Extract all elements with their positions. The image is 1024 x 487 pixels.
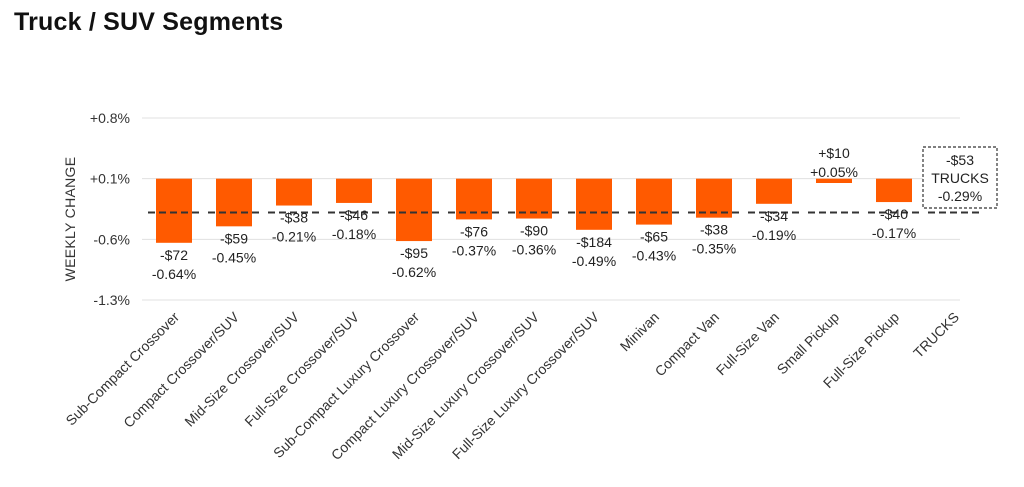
data-label-dollar: -$76: [460, 223, 488, 239]
data-label-dollar: -$59: [220, 230, 248, 246]
bar: [756, 178, 792, 204]
bar: [156, 178, 192, 243]
category-label: Compact Crossover/SUV: [120, 308, 242, 430]
bar: [336, 178, 372, 203]
data-label-dollar: -$95: [400, 245, 428, 261]
data-label-percent: -0.64%: [152, 266, 196, 282]
category-label: Compact Van: [652, 309, 723, 380]
bar: [396, 178, 432, 242]
trucks-summary-box: [922, 146, 998, 209]
data-label-dollar: -$46: [340, 207, 368, 223]
data-label-percent: -0.49%: [572, 253, 616, 269]
data-label-percent: -0.17%: [872, 225, 916, 241]
data-label-percent: -0.43%: [632, 248, 676, 264]
trucks-summary-dollar: -$53: [946, 152, 974, 168]
y-tick-label: -0.6%: [93, 231, 130, 247]
bar: [576, 178, 612, 230]
data-label-dollar: -$72: [160, 247, 188, 263]
y-tick-label: +0.8%: [90, 110, 130, 126]
y-axis-title: WEEKLY CHANGE: [62, 157, 78, 282]
y-axis: +0.8% +0.1% -0.6% -1.3% WEEKLY CHANGE: [62, 110, 130, 308]
data-label-dollar: -$40: [880, 206, 908, 222]
data-labels: -$72 -0.64% -$59 -0.45% -$38 -0.21% -$46 -0.18%…: [152, 145, 916, 282]
bar: [876, 178, 912, 203]
data-label-percent: -0.36%: [512, 242, 556, 258]
data-label-percent: -0.35%: [692, 241, 736, 257]
page-title: Truck / SUV Segments: [14, 8, 284, 36]
data-label-percent: -0.21%: [272, 229, 316, 245]
data-label-percent: -0.19%: [752, 227, 796, 243]
category-label: Minivan: [617, 309, 662, 354]
category-label: Full-Size Van: [713, 309, 782, 378]
data-label-percent: -0.62%: [392, 264, 436, 280]
data-label-percent: -0.45%: [212, 249, 256, 265]
y-tick-label: +0.1%: [90, 171, 130, 187]
category-label: TRUCKS: [910, 309, 962, 361]
trucks-summary-name: TRUCKS: [931, 170, 989, 186]
bar: [276, 178, 312, 206]
data-label-dollar: -$38: [280, 210, 308, 226]
y-tick-label: -1.3%: [93, 292, 130, 308]
data-label-percent: +0.05%: [810, 164, 858, 180]
data-label-percent: -0.18%: [332, 226, 376, 242]
bar: [216, 178, 252, 227]
bar: [816, 178, 852, 183]
data-label-dollar: -$184: [576, 234, 612, 250]
category-label: Sub-Compact Crossover: [62, 309, 182, 429]
data-label-percent: -0.37%: [452, 242, 496, 258]
category-label: Full-Size Crossover/SUV: [241, 308, 362, 429]
data-label-dollar: -$34: [760, 208, 788, 224]
trucks-summary-percent: -0.29%: [938, 188, 982, 204]
bar: [636, 178, 672, 225]
trucks-summary: -$53 TRUCKS -0.29%: [922, 146, 998, 209]
data-label-dollar: +$10: [818, 145, 850, 161]
category-label: Mid-Size Crossover/SUV: [181, 308, 302, 429]
data-label-dollar: -$38: [700, 222, 728, 238]
bar: [696, 178, 732, 218]
data-label-dollar: -$90: [520, 223, 548, 239]
data-label-dollar: -$65: [640, 229, 668, 245]
